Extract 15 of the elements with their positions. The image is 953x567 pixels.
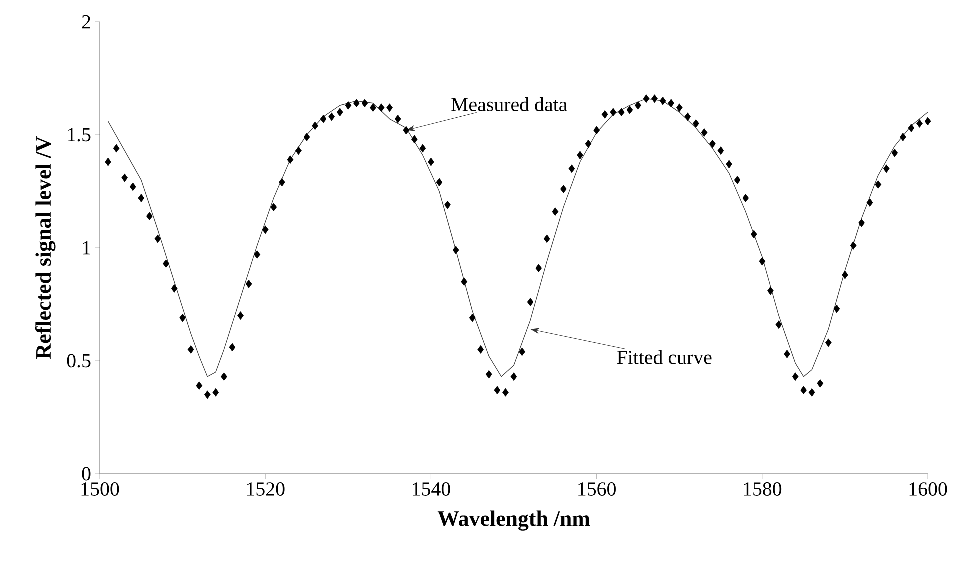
y-tick-label: 1 xyxy=(83,241,90,255)
x-tick-label: 1560 xyxy=(578,482,616,496)
x-tick-label: 1580 xyxy=(744,482,782,496)
y-tick-label: 0.5 xyxy=(67,354,91,368)
y-tick-label: 0 xyxy=(82,467,91,481)
y-axis-title: Reflected signal level /V xyxy=(35,136,56,360)
annotation: Fitted curve xyxy=(617,350,712,364)
y-tick-label: 1.5 xyxy=(68,128,91,142)
x-tick-label: 1520 xyxy=(247,482,285,496)
x-tick-label: 1500 xyxy=(82,482,120,496)
annotation: Measured data xyxy=(452,97,568,112)
x-tick-label: 1600 xyxy=(910,482,948,496)
x-tick-label: 1540 xyxy=(413,482,450,496)
x-axis-title: Wavelength /nm xyxy=(438,510,590,531)
y-tick-label: 2 xyxy=(82,15,90,29)
